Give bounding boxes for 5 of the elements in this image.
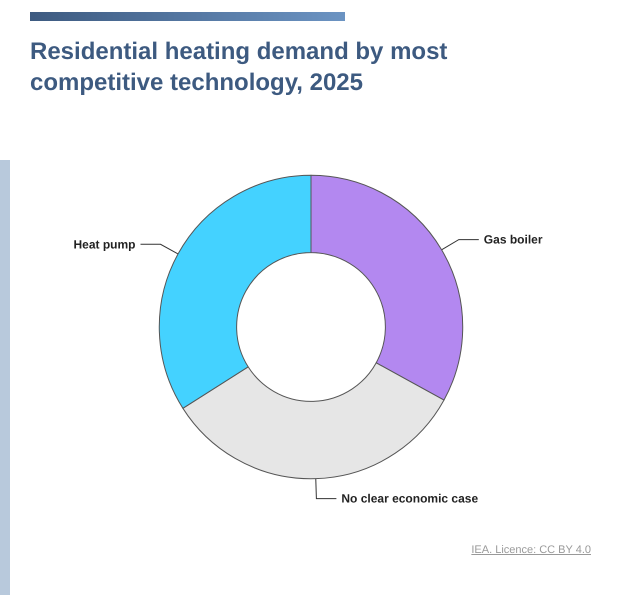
text: IEA. Licence: CC BY 4.0 — [471, 544, 591, 556]
slice-label: Heat pump — [74, 237, 136, 252]
slice-label: Gas boiler — [484, 232, 543, 247]
slice-label: No clear economic case — [341, 492, 478, 506]
chart-title: Residential heating demand by most competitive technology, 2025 — [30, 37, 448, 98]
